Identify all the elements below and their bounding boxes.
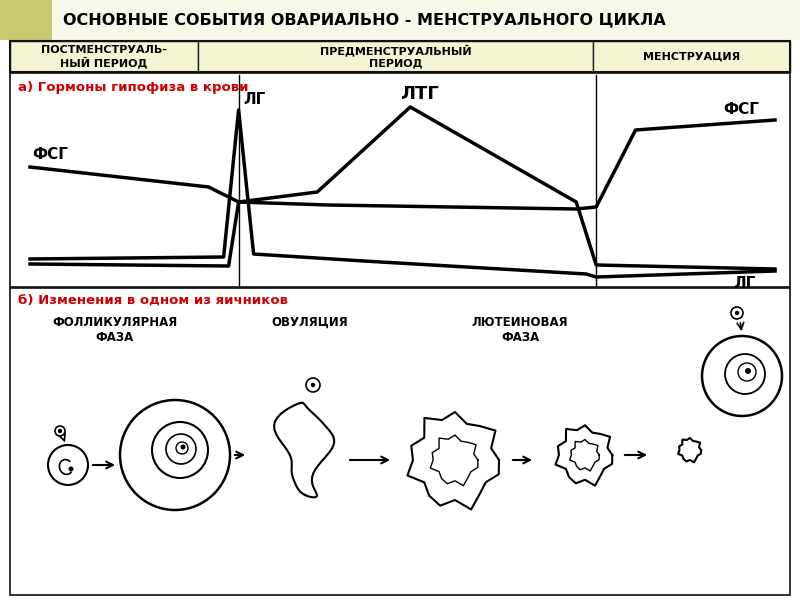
Text: б) Изменения в одном из яичников: б) Изменения в одном из яичников <box>18 294 288 307</box>
Text: ЛЮТЕИНОВАЯ
ФАЗА: ЛЮТЕИНОВАЯ ФАЗА <box>472 316 568 344</box>
Circle shape <box>734 311 739 315</box>
Bar <box>0 0 800 40</box>
Text: ЛТГ: ЛТГ <box>400 85 439 103</box>
Circle shape <box>310 383 315 387</box>
Text: ПОСТМЕНСТРУАЛЬ-
НЫЙ ПЕРИОД: ПОСТМЕНСТРУАЛЬ- НЫЙ ПЕРИОД <box>41 44 167 68</box>
Text: ЛГ: ЛГ <box>244 92 266 107</box>
Text: ЛГ: ЛГ <box>733 276 755 291</box>
Text: ФСГ: ФСГ <box>723 102 759 117</box>
Bar <box>198 41 593 72</box>
Bar <box>10 41 198 72</box>
Bar <box>593 41 790 72</box>
Text: ПРЕДМЕНСТРУАЛЬНЫЙ
ПЕРИОД: ПРЕДМЕНСТРУАЛЬНЫЙ ПЕРИОД <box>320 45 471 68</box>
Text: ФСГ: ФСГ <box>32 147 68 162</box>
Circle shape <box>58 429 62 433</box>
Circle shape <box>181 445 186 449</box>
Text: МЕНСТРУАЦИЯ: МЕНСТРУАЦИЯ <box>643 52 740 61</box>
Text: ОСНОВНЫЕ СОБЫТИЯ ОВАРИАЛЬНО - МЕНСТРУАЛЬНОГО ЦИКЛА: ОСНОВНЫЕ СОБЫТИЯ ОВАРИАЛЬНО - МЕНСТРУАЛЬ… <box>63 13 666 28</box>
Bar <box>10 288 790 595</box>
Circle shape <box>745 368 751 374</box>
Bar <box>0 0 52 40</box>
Circle shape <box>69 467 74 472</box>
Text: ФОЛЛИКУЛЯРНАЯ
ФАЗА: ФОЛЛИКУЛЯРНАЯ ФАЗА <box>52 316 178 344</box>
Bar <box>0 0 52 40</box>
Text: а) Гормоны гипофиза в крови: а) Гормоны гипофиза в крови <box>18 81 249 94</box>
Bar <box>10 41 790 72</box>
Text: ОВУЛЯЦИЯ: ОВУЛЯЦИЯ <box>272 316 348 329</box>
Bar <box>10 73 790 287</box>
